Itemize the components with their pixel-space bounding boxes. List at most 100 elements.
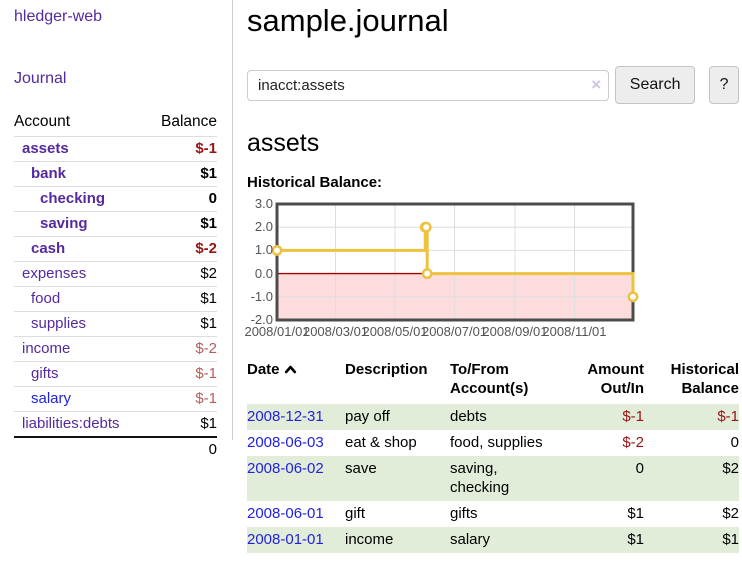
transaction-balance: $2 bbox=[722, 505, 739, 522]
x-axis-tick-label: 2008/07/01 bbox=[421, 324, 488, 339]
transaction-description: save bbox=[345, 456, 450, 501]
account-column-header: To/From Account(s) bbox=[450, 361, 529, 397]
account-link-checking[interactable]: checking bbox=[40, 190, 106, 207]
x-axis-tick-label: 2008/01/01 bbox=[244, 324, 310, 339]
transaction-accounts: saving, checking bbox=[450, 456, 554, 501]
amount-column-header: Amount Out/In bbox=[587, 361, 644, 397]
account-link-food[interactable]: food bbox=[31, 290, 61, 307]
transaction-description: eat & shop bbox=[345, 434, 417, 451]
x-axis-tick-label: 2008/09/01 bbox=[482, 324, 548, 339]
accounts-list: assets $-1 bank $1 checking 0 saving $1 cash $-2 e… bbox=[14, 136, 217, 436]
brand-link[interactable]: hledger-web bbox=[14, 8, 103, 25]
y-axis-tick-label: -1.0 bbox=[250, 288, 273, 304]
sort-ascending-icon bbox=[284, 361, 297, 380]
account-row: gifts $-1 bbox=[14, 361, 217, 386]
account-link-expenses[interactable]: expenses bbox=[22, 265, 87, 282]
clear-search-icon[interactable]: × bbox=[591, 74, 602, 94]
account-row: bank $1 bbox=[14, 161, 217, 186]
y-axis-tick-label: 0.0 bbox=[254, 265, 273, 281]
account-balance: $-1 bbox=[195, 140, 217, 157]
help-button[interactable]: ? bbox=[709, 66, 739, 104]
chart-plot-area bbox=[271, 202, 639, 322]
account-row: cash $-2 bbox=[14, 236, 217, 261]
account-link-liabilities-debts[interactable]: liabilities:debts bbox=[22, 415, 120, 432]
account-balance: $1 bbox=[200, 315, 217, 332]
transaction-amount: $1 bbox=[627, 505, 644, 522]
account-row: checking 0 bbox=[14, 186, 217, 211]
search-form: × Search ? bbox=[247, 66, 739, 104]
transaction-accounts: gifts bbox=[450, 505, 478, 522]
transaction-accounts: debts bbox=[450, 404, 554, 430]
account-row: expenses $2 bbox=[14, 261, 217, 286]
sidebar-item-journal[interactable]: Journal bbox=[14, 70, 67, 87]
register-table: Date Description To/From Account(s) Amou… bbox=[247, 358, 739, 553]
account-link-income[interactable]: income bbox=[22, 340, 71, 357]
transaction-balance: $2 bbox=[644, 456, 739, 501]
account-title: assets bbox=[247, 129, 320, 157]
account-column-header: Account bbox=[14, 113, 71, 130]
transaction-row: 2008-06-03 eat & shop food, supplies $-2 0 bbox=[247, 430, 739, 456]
page-title: sample.journal bbox=[247, 3, 449, 38]
transaction-date-link[interactable]: 2008-06-02 bbox=[247, 460, 324, 477]
total-balance: 0 bbox=[208, 441, 217, 458]
transaction-amount: $-2 bbox=[622, 434, 644, 451]
account-balance: $-1 bbox=[195, 390, 217, 407]
transaction-date-link[interactable]: 2008-06-03 bbox=[247, 434, 324, 451]
account-balance: $-2 bbox=[195, 340, 217, 357]
transaction-row: 2008-06-01 gift gifts $1 $2 bbox=[247, 501, 739, 527]
accounts-total-row: 0 bbox=[14, 436, 217, 461]
main-content: sample.journal × Search ? assets Histori… bbox=[244, 0, 739, 553]
description-column-header: Description bbox=[345, 361, 428, 378]
transaction-amount: $1 bbox=[554, 527, 644, 553]
transaction-balance: 0 bbox=[730, 434, 739, 451]
accounts-table: Account Balance assets $-1 bank $1 checking 0… bbox=[14, 110, 217, 461]
transaction-balance: $-1 bbox=[644, 404, 739, 430]
balance-column-header: Balance bbox=[160, 113, 217, 130]
transaction-description: pay off bbox=[345, 404, 450, 430]
account-link-saving[interactable]: saving bbox=[40, 215, 88, 232]
account-balance: $1 bbox=[200, 415, 217, 432]
account-row: salary $-1 bbox=[14, 386, 217, 411]
date-column-header[interactable]: Date bbox=[247, 358, 345, 404]
search-button[interactable]: Search bbox=[615, 66, 696, 104]
account-balance: $1 bbox=[200, 290, 217, 307]
accounts-table-header: Account Balance bbox=[14, 110, 217, 136]
y-axis-tick-label: 1.0 bbox=[254, 242, 273, 258]
chart-label: Historical Balance: bbox=[247, 174, 383, 191]
account-link-assets[interactable]: assets bbox=[22, 140, 69, 157]
x-axis-tick-label: 2008/11/01 bbox=[542, 324, 607, 339]
transaction-amount: $-1 bbox=[554, 404, 644, 430]
transaction-date-link[interactable]: 2008-12-31 bbox=[247, 408, 324, 425]
y-axis-tick-label: 2.0 bbox=[254, 219, 273, 235]
y-axis-tick-label: 3.0 bbox=[254, 196, 273, 211]
transaction-row: 2008-06-02 save saving, checking 0 $2 bbox=[247, 456, 739, 501]
transaction-description: gift bbox=[345, 505, 366, 522]
account-balance: $-1 bbox=[195, 365, 217, 382]
account-row: saving $1 bbox=[14, 211, 217, 236]
account-row: income $-2 bbox=[14, 336, 217, 361]
transaction-date-link[interactable]: 2008-01-01 bbox=[247, 531, 324, 548]
account-balance: $-2 bbox=[195, 240, 217, 257]
x-axis-tick-label: 2008/03/01 bbox=[302, 324, 369, 339]
account-balance: 0 bbox=[208, 190, 217, 207]
account-link-supplies[interactable]: supplies bbox=[31, 315, 87, 332]
account-balance: $2 bbox=[200, 265, 217, 282]
account-row: liabilities:debts $1 bbox=[14, 411, 217, 436]
account-balance: $1 bbox=[200, 165, 217, 182]
transaction-balance: $1 bbox=[644, 527, 739, 553]
register-header-row: Date Description To/From Account(s) Amou… bbox=[247, 358, 739, 404]
x-axis-tick-label: 2008/05/01 bbox=[362, 324, 428, 339]
account-row: supplies $1 bbox=[14, 311, 217, 336]
balance-column-header: Historical Balance bbox=[670, 361, 739, 397]
account-balance: $1 bbox=[200, 215, 217, 232]
search-input[interactable] bbox=[247, 69, 610, 101]
account-link-gifts[interactable]: gifts bbox=[31, 365, 59, 382]
transaction-date-link[interactable]: 2008-06-01 bbox=[247, 505, 324, 522]
y-axis-tick-label: -2.0 bbox=[250, 312, 273, 327]
transaction-row: 2008-12-31 pay off debts $-1 $-1 bbox=[247, 404, 739, 430]
account-link-bank[interactable]: bank bbox=[31, 165, 67, 182]
sidebar: hledger-web Journal Account Balance asse… bbox=[0, 0, 233, 458]
account-link-cash[interactable]: cash bbox=[31, 240, 66, 257]
account-link-salary[interactable]: salary bbox=[31, 390, 72, 407]
